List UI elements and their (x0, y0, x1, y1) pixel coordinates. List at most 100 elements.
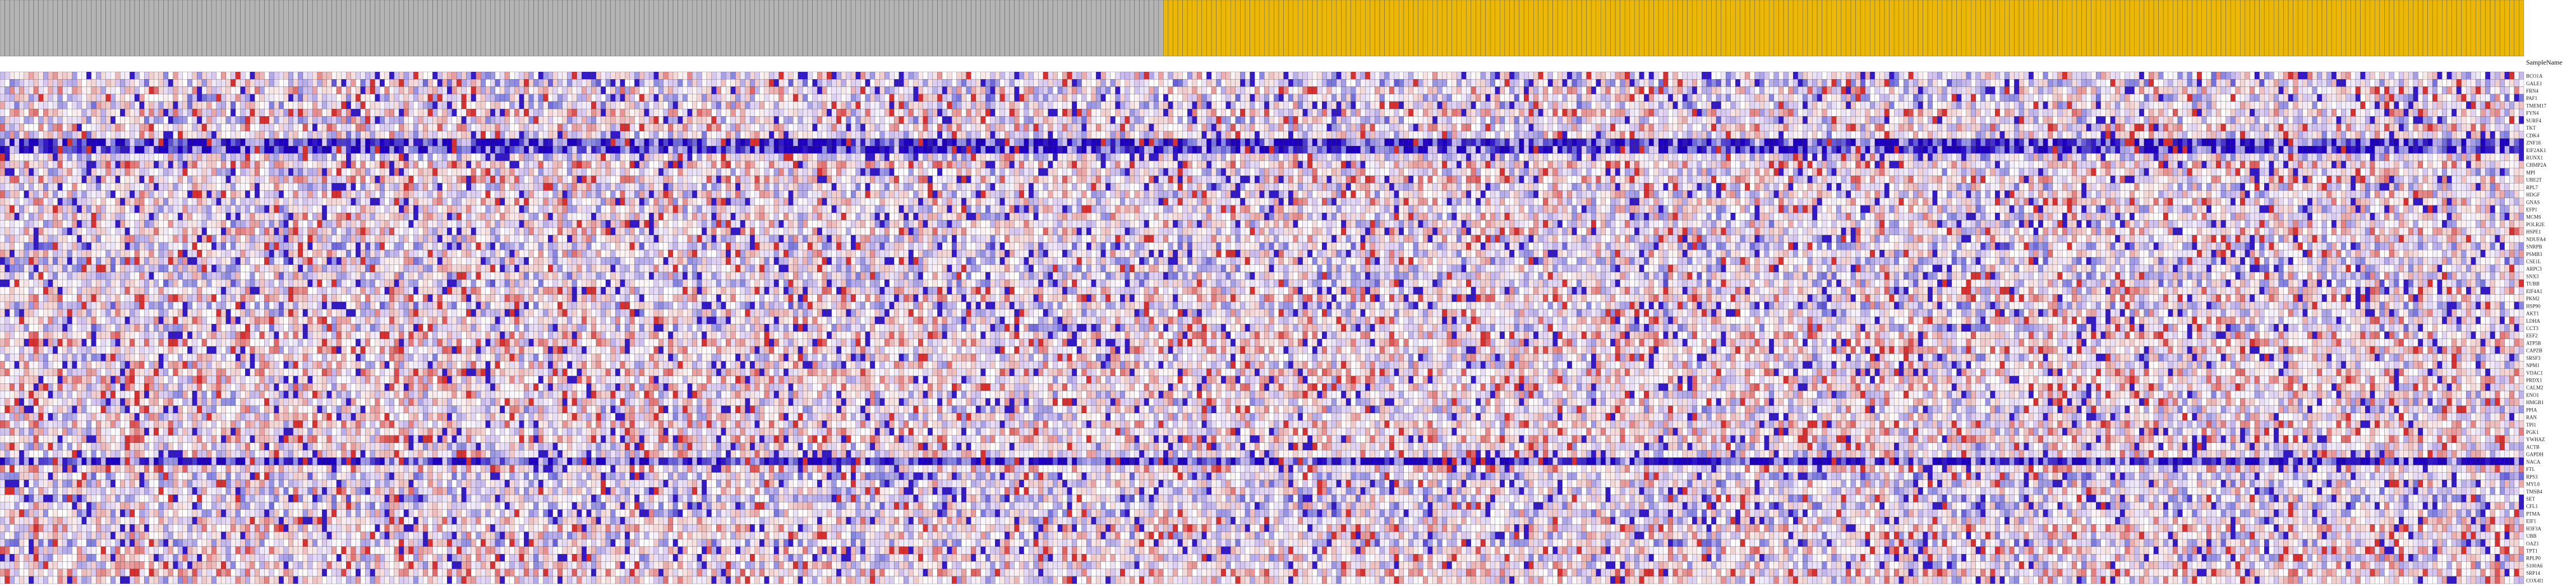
heatmap-cell (447, 102, 452, 109)
heatmap-cell (1288, 116, 1293, 123)
heatmap-cell (322, 131, 327, 139)
heatmap-cell (2404, 109, 2409, 116)
heatmap-cell (1154, 131, 1159, 139)
heatmap-cell (1457, 102, 1462, 109)
heatmap-cell (2432, 109, 2437, 116)
heatmap-cell (1288, 124, 1293, 131)
heatmap-cell (1759, 109, 1764, 116)
heatmap-cell (1716, 86, 1721, 94)
heatmap-cell (48, 79, 53, 86)
heatmap-cell (1860, 109, 1865, 116)
heatmap-cell (524, 124, 529, 131)
heatmap-cell (2115, 72, 2120, 79)
heatmap-cell (2283, 124, 2288, 131)
heatmap-cell (2283, 79, 2288, 86)
heatmap-cell (2163, 94, 2168, 102)
heatmap-cell (490, 116, 495, 123)
heatmap-cell (529, 72, 534, 79)
heatmap-cell (1116, 124, 1121, 131)
heatmap-cell (409, 131, 414, 139)
heatmap-cell (1486, 109, 1491, 116)
heatmap-cell (101, 86, 106, 94)
heatmap-cell (130, 109, 135, 116)
heatmap-cell (601, 124, 606, 131)
heatmap-cell (15, 79, 20, 86)
heatmap-cell (135, 79, 140, 86)
heatmap-cell (875, 109, 880, 116)
heatmap-cell (1697, 94, 1702, 102)
heatmap-cell (841, 86, 846, 94)
heatmap-cell (1105, 124, 1110, 131)
heatmap-cell (173, 131, 178, 139)
heatmap-cell (798, 72, 803, 79)
heatmap-cell (731, 102, 736, 109)
heatmap-cell (48, 72, 53, 79)
heatmap-cell (1529, 72, 1534, 79)
heatmap-cell (1476, 86, 1481, 94)
heatmap-cell (1144, 109, 1149, 116)
heatmap-cell (19, 102, 24, 109)
heatmap-cell (293, 109, 298, 116)
heatmap-cell (606, 102, 611, 109)
heatmap-cell (1240, 124, 1245, 131)
heatmap-cell (2269, 116, 2274, 123)
heatmap-cell (120, 131, 125, 139)
heatmap-cell (721, 79, 726, 86)
heatmap-cell (1692, 124, 1697, 131)
heatmap-cell (457, 102, 462, 109)
heatmap-cell (2091, 72, 2096, 79)
heatmap-cell (870, 94, 875, 102)
heatmap-cell (1533, 116, 1538, 123)
heatmap-cell (1890, 102, 1895, 109)
heatmap-cell (2211, 116, 2216, 123)
heatmap-cell (2404, 86, 2409, 94)
heatmap-cell (2346, 124, 2351, 131)
heatmap-cell (2298, 116, 2303, 123)
heatmap-cell (1168, 102, 1173, 109)
heatmap-cell (1264, 79, 1269, 86)
heatmap-cell (1331, 72, 1337, 79)
heatmap-cell (1764, 124, 1769, 131)
heatmap-cell (2202, 102, 2207, 109)
heatmap-cell (2370, 102, 2375, 109)
heatmap-cell (443, 102, 448, 109)
heatmap-cell (2029, 79, 2034, 86)
heatmap-cell (1952, 79, 1957, 86)
heatmap-cell (707, 124, 712, 131)
heatmap-cell (260, 109, 265, 116)
heatmap-cell (1952, 86, 1957, 94)
heatmap-cell (1034, 116, 1039, 123)
heatmap-cell (317, 79, 322, 86)
heatmap-cell (1841, 86, 1846, 94)
heatmap-cell (1615, 72, 1620, 79)
heatmap-cell (649, 102, 654, 109)
heatmap-cell (524, 131, 529, 139)
heatmap-cell (404, 94, 409, 102)
heatmap-cell (471, 102, 476, 109)
heatmap-cell (654, 116, 659, 123)
heatmap-cell (1197, 72, 1202, 79)
heatmap-cell (596, 72, 601, 79)
heatmap-cell (312, 72, 317, 79)
heatmap-cell (1428, 102, 1433, 109)
heatmap-cell (563, 131, 568, 139)
heatmap-cell (2154, 79, 2159, 86)
heatmap-cell (606, 94, 611, 102)
heatmap-cell (159, 79, 164, 86)
heatmap-cell (2014, 102, 2019, 109)
heatmap-cell (836, 79, 841, 86)
heatmap-cell (1817, 86, 1822, 94)
heatmap-cell (19, 109, 24, 116)
heatmap-cell (961, 94, 966, 102)
heatmap-cell (1808, 94, 1813, 102)
heatmap-cell (1274, 116, 1279, 123)
heatmap-cell (2004, 124, 2010, 131)
heatmap-cell (236, 124, 241, 131)
heatmap-cell (2307, 72, 2312, 79)
heatmap-cell (1976, 116, 1981, 123)
heatmap-cell (1572, 102, 1577, 109)
heatmap-cell (1832, 72, 1837, 79)
heatmap-cell (67, 102, 72, 109)
heatmap-cell (1678, 102, 1683, 109)
heatmap-cell (1683, 109, 1688, 116)
